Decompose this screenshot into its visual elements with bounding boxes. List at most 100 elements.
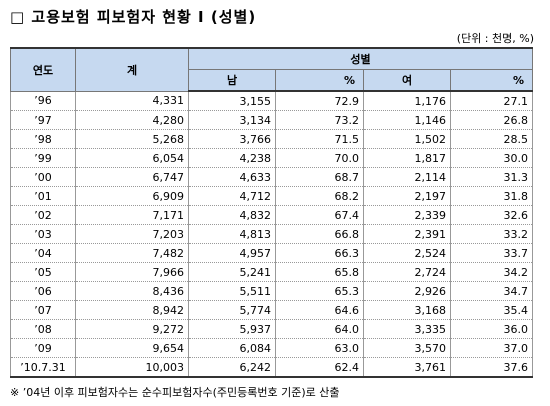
table: 연도 계 성별 남 % 여 % ’96 4,331 3,155 72.9 1,176 27…: [10, 47, 533, 378]
table-cell: 9,272: [75, 319, 189, 339]
table-cell: 4,238: [188, 148, 276, 168]
table-cell: 4,633: [188, 167, 276, 187]
table-cell: 26.8: [450, 110, 533, 130]
title: □ 고용보험 피보험자 현황 I (성별): [10, 8, 257, 26]
table-cell: 68.2: [275, 186, 364, 206]
table-cell: 65.8: [275, 262, 364, 282]
table-cell: ’03: [10, 224, 76, 244]
table-cell: 3,570: [363, 338, 451, 358]
table-cell: ’02: [10, 205, 76, 225]
table-cell: 5,268: [75, 129, 189, 149]
table-cell: 66.8: [275, 224, 364, 244]
table-row: ’09 9,654 6,084 63.0 3,570 37.0: [10, 338, 533, 358]
table-row: ’98 5,268 3,766 71.5 1,502 28.5: [10, 129, 533, 149]
table-cell: 7,966: [75, 262, 189, 282]
header-cell: %: [450, 69, 533, 92]
table-cell: 73.2: [275, 110, 364, 130]
table-cell: ’04: [10, 243, 76, 263]
table-row: ’99 6,054 4,238 70.0 1,817 30.0: [10, 148, 533, 168]
table-row: ’04 7,482 4,957 66.3 2,524 33.7: [10, 243, 533, 263]
table-cell: 1,817: [363, 148, 451, 168]
table-cell: 3,168: [363, 300, 451, 320]
table-row: ’00 6,747 4,633 68.7 2,114 31.3: [10, 167, 533, 187]
table-cell: 31.3: [450, 167, 533, 187]
table-cell: 62.4: [275, 357, 364, 378]
table-cell: 37.0: [450, 338, 533, 358]
table-cell: 6,747: [75, 167, 189, 187]
table-cell: 4,957: [188, 243, 276, 263]
table-row: ’06 8,436 5,511 65.3 2,926 34.7: [10, 281, 533, 301]
table-cell: ’08: [10, 319, 76, 339]
table-cell: ’99: [10, 148, 76, 168]
table-cell: 8,942: [75, 300, 189, 320]
table-row: ’10.7.31 10,003 6,242 62.4 3,761 37.6: [10, 357, 533, 378]
table-cell: 2,339: [363, 205, 451, 225]
table-cell: 4,832: [188, 205, 276, 225]
header-cell: 성별: [188, 47, 533, 70]
table-cell: ’07: [10, 300, 76, 320]
table-row: ’07 8,942 5,774 64.6 3,168 35.4: [10, 300, 533, 320]
table-cell: 4,331: [75, 91, 189, 111]
table-cell: 2,926: [363, 281, 451, 301]
table-row: ’05 7,966 5,241 65.8 2,724 34.2: [10, 262, 533, 282]
header-cell: %: [275, 69, 364, 92]
table-cell: 67.4: [275, 205, 364, 225]
table-cell: 10,003: [75, 357, 189, 378]
table-cell: 5,774: [188, 300, 276, 320]
table-cell: 33.7: [450, 243, 533, 263]
table-cell: 2,524: [363, 243, 451, 263]
table-cell: 30.0: [450, 148, 533, 168]
table-cell: 36.0: [450, 319, 533, 339]
table-cell: 2,391: [363, 224, 451, 244]
header-cell: 연도: [10, 47, 76, 92]
table-cell: 3,761: [363, 357, 451, 378]
table-cell: ’96: [10, 91, 76, 111]
table-cell: 3,766: [188, 129, 276, 149]
table-cell: ’98: [10, 129, 76, 149]
table-cell: 1,502: [363, 129, 451, 149]
table-cell: ’06: [10, 281, 76, 301]
table-cell: 27.1: [450, 91, 533, 111]
table-cell: 2,114: [363, 167, 451, 187]
table-cell: 33.2: [450, 224, 533, 244]
table-cell: 6,084: [188, 338, 276, 358]
footnote: ※ ’04년 이후 피보험자수는 순수피보험자수(주민등록번호 기준)로 산출: [10, 386, 340, 399]
header-cell: 남: [188, 69, 276, 92]
table-cell: 34.2: [450, 262, 533, 282]
table-cell: ’09: [10, 338, 76, 358]
table-row: ’01 6,909 4,712 68.2 2,197 31.8: [10, 186, 533, 206]
table-cell: 5,937: [188, 319, 276, 339]
table-cell: 6,054: [75, 148, 189, 168]
table-cell: 9,654: [75, 338, 189, 358]
table-cell: 71.5: [275, 129, 364, 149]
table-cell: 64.0: [275, 319, 364, 339]
table-cell: 28.5: [450, 129, 533, 149]
table-cell: 4,813: [188, 224, 276, 244]
table-cell: 66.3: [275, 243, 364, 263]
table-cell: 63.0: [275, 338, 364, 358]
table-cell: 7,203: [75, 224, 189, 244]
table-cell: 5,241: [188, 262, 276, 282]
table-cell: 6,242: [188, 357, 276, 378]
table-cell: 34.7: [450, 281, 533, 301]
table-cell: 32.6: [450, 205, 533, 225]
table-row: ’03 7,203 4,813 66.8 2,391 33.2: [10, 224, 533, 244]
header-cell: 여: [363, 69, 451, 92]
table-cell: ’10.7.31: [10, 357, 76, 378]
unit: (단위 : 천명, %): [456, 32, 534, 45]
table-cell: 2,724: [363, 262, 451, 282]
table-cell: 72.9: [275, 91, 364, 111]
header-cell: 계: [75, 47, 189, 92]
table-cell: ’01: [10, 186, 76, 206]
table-row: ’02 7,171 4,832 67.4 2,339 32.6: [10, 205, 533, 225]
table-cell: 7,171: [75, 205, 189, 225]
table-cell: 4,280: [75, 110, 189, 130]
table-row: ’08 9,272 5,937 64.0 3,335 36.0: [10, 319, 533, 339]
table-cell: 1,146: [363, 110, 451, 130]
table-cell: 70.0: [275, 148, 364, 168]
table-cell: 37.6: [450, 357, 533, 378]
table-row: ’96 4,331 3,155 72.9 1,176 27.1: [10, 91, 533, 111]
table-cell: 8,436: [75, 281, 189, 301]
table-cell: 1,176: [363, 91, 451, 111]
